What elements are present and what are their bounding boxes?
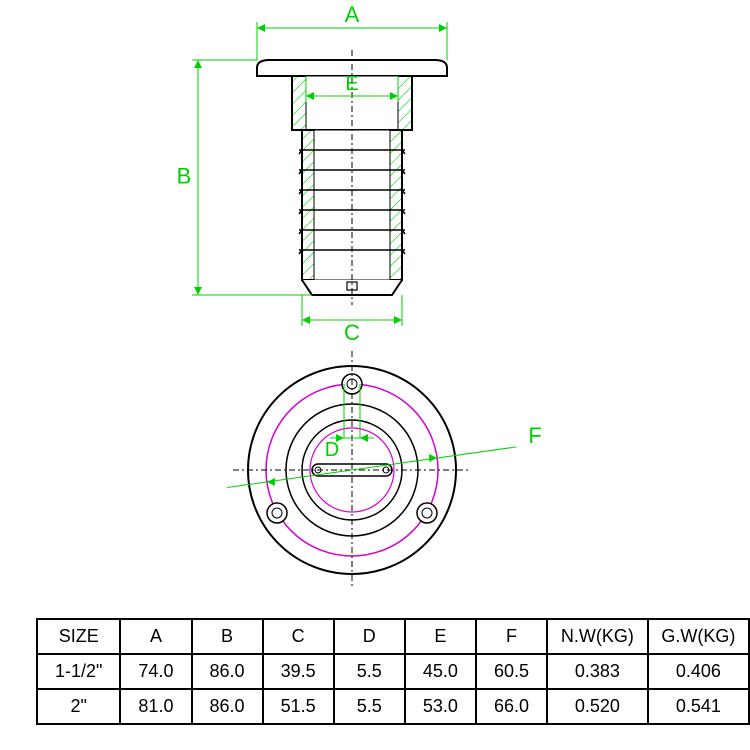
svg-text:C: C — [344, 320, 360, 345]
table-cell: 0.541 — [648, 689, 749, 724]
svg-text:A: A — [345, 2, 360, 27]
svg-text:D: D — [325, 439, 339, 461]
table-cell: 66.0 — [476, 689, 547, 724]
svg-text:E: E — [345, 73, 358, 95]
col-header: F — [476, 619, 547, 654]
table-row: 2"81.086.051.55.553.066.00.5200.541 — [37, 689, 749, 724]
table-cell: 74.0 — [120, 654, 191, 689]
table-cell: 81.0 — [120, 689, 191, 724]
col-header: D — [334, 619, 405, 654]
table-cell: 0.520 — [547, 689, 648, 724]
table-cell: 86.0 — [192, 654, 263, 689]
col-header: A — [120, 619, 191, 654]
engineering-diagram: AEBCDF — [0, 0, 750, 610]
table-cell: 0.383 — [547, 654, 648, 689]
table-cell: 53.0 — [405, 689, 476, 724]
col-header: SIZE — [37, 619, 120, 654]
col-header: C — [263, 619, 334, 654]
table-cell: 0.406 — [648, 654, 749, 689]
table-cell: 1-1/2" — [37, 654, 120, 689]
table-cell: 5.5 — [334, 689, 405, 724]
col-header: B — [192, 619, 263, 654]
table-cell: 60.5 — [476, 654, 547, 689]
top-view: DF — [227, 351, 542, 589]
col-header: G.W(KG) — [648, 619, 749, 654]
table-row: 1-1/2"74.086.039.55.545.060.50.3830.406 — [37, 654, 749, 689]
table-cell: 39.5 — [263, 654, 334, 689]
table-cell: 51.5 — [263, 689, 334, 724]
col-header: N.W(KG) — [547, 619, 648, 654]
table-cell: 5.5 — [334, 654, 405, 689]
side-view: A E B C — [177, 2, 447, 345]
table-cell: 2" — [37, 689, 120, 724]
svg-text:B: B — [177, 164, 192, 189]
table-cell: 45.0 — [405, 654, 476, 689]
table-cell: 86.0 — [192, 689, 263, 724]
col-header: E — [405, 619, 476, 654]
dimension-table: SIZEABCDEFN.W(KG)G.W(KG) 1-1/2"74.086.03… — [36, 618, 750, 725]
svg-text:F: F — [528, 423, 541, 448]
